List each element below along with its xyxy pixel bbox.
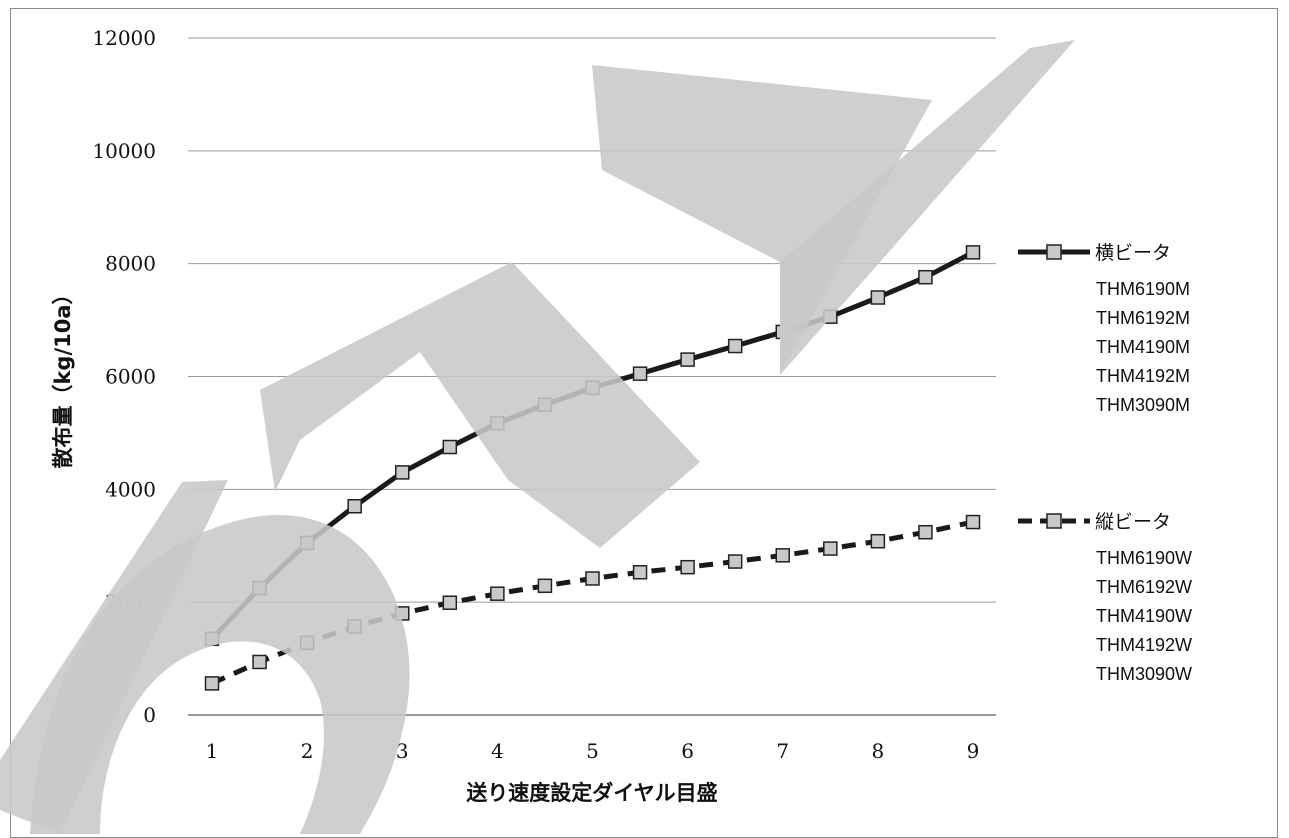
watermark-logo [0,40,1075,834]
y-tick-label: 8000 [105,252,156,276]
data-point-s1 [395,465,410,480]
x-tick-label: 8 [872,739,885,763]
x-tick-label: 3 [396,739,409,763]
legend-marker-2 [1046,513,1062,529]
x-axis-label: 送り速度設定ダイヤル目盛 [466,781,717,805]
x-tick-label: 6 [681,739,694,763]
x-tick-label: 7 [776,739,789,763]
x-tick-label: 5 [586,739,599,763]
data-point-s2 [204,676,220,691]
data-point-s1 [727,338,743,354]
legend-model-label: THM6190W [1096,548,1192,568]
legend-series-name: 縦ビータ [1095,511,1171,533]
data-point-s2 [442,595,458,610]
legend-model-label: THM6190M [1096,279,1190,299]
watermark-letter-shape [30,514,410,834]
y-tick-label: 6000 [105,365,156,389]
x-axis-ticks: 1 2 3 4 5 6 7 8 9 [206,739,980,763]
data-point-s2 [775,548,790,563]
legend-model-label: THM4190W [1096,606,1192,626]
y-tick-label: 12000 [92,26,156,50]
x-tick-label: 4 [491,739,504,763]
legend-model-label: THM4192W [1096,635,1192,655]
legend-model-label: THM4192M [1096,366,1190,386]
data-point-s2 [870,533,886,549]
data-point-s1 [442,439,458,455]
y-axis-label: 散布量（kg/10a） [51,283,75,468]
watermark-shape-2 [592,65,932,375]
data-point-s1 [347,499,362,514]
data-point-s2 [823,541,838,556]
legend-model-label: THM6192M [1096,308,1190,328]
data-point-s2 [965,514,981,530]
data-point-s1 [632,366,648,381]
data-point-s1 [870,290,886,305]
data-point-s2 [585,571,600,586]
data-point-s1 [918,269,933,285]
watermark-shape-1 [260,262,700,548]
data-point-s2 [680,559,695,575]
x-tick-label: 1 [206,739,219,763]
data-point-s2 [252,654,267,670]
x-tick-label: 9 [967,739,980,763]
legend-series-name: 横ビータ [1095,242,1171,264]
data-point-s1 [965,245,981,260]
legend-model-label: THM3090M [1096,395,1190,415]
legend-model-label: THM3090W [1096,664,1192,684]
legend-model-label: THM4190M [1096,337,1190,357]
y-tick-label: 0 [143,703,156,727]
watermark-shape-3 [780,40,1075,375]
data-point-s2 [918,524,933,540]
legend-model-label: THM6192W [1096,577,1192,597]
y-tick-label: 4000 [105,477,156,501]
data-point-s2 [632,565,648,580]
data-point-s2 [537,578,553,594]
legend: 横ビータ THM6190M THM6192M THM4190M THM4192M THM3… [1018,242,1192,684]
data-point-s2 [727,554,743,569]
data-point-s1 [680,352,695,367]
legend-marker-1 [1046,244,1062,260]
data-point-s2 [490,586,505,601]
y-tick-label: 10000 [92,139,156,163]
x-tick-label: 2 [301,739,314,763]
